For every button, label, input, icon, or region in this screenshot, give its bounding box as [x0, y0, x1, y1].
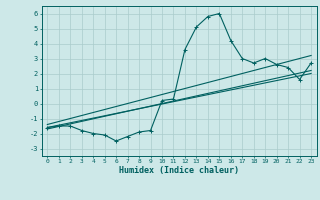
- X-axis label: Humidex (Indice chaleur): Humidex (Indice chaleur): [119, 166, 239, 175]
